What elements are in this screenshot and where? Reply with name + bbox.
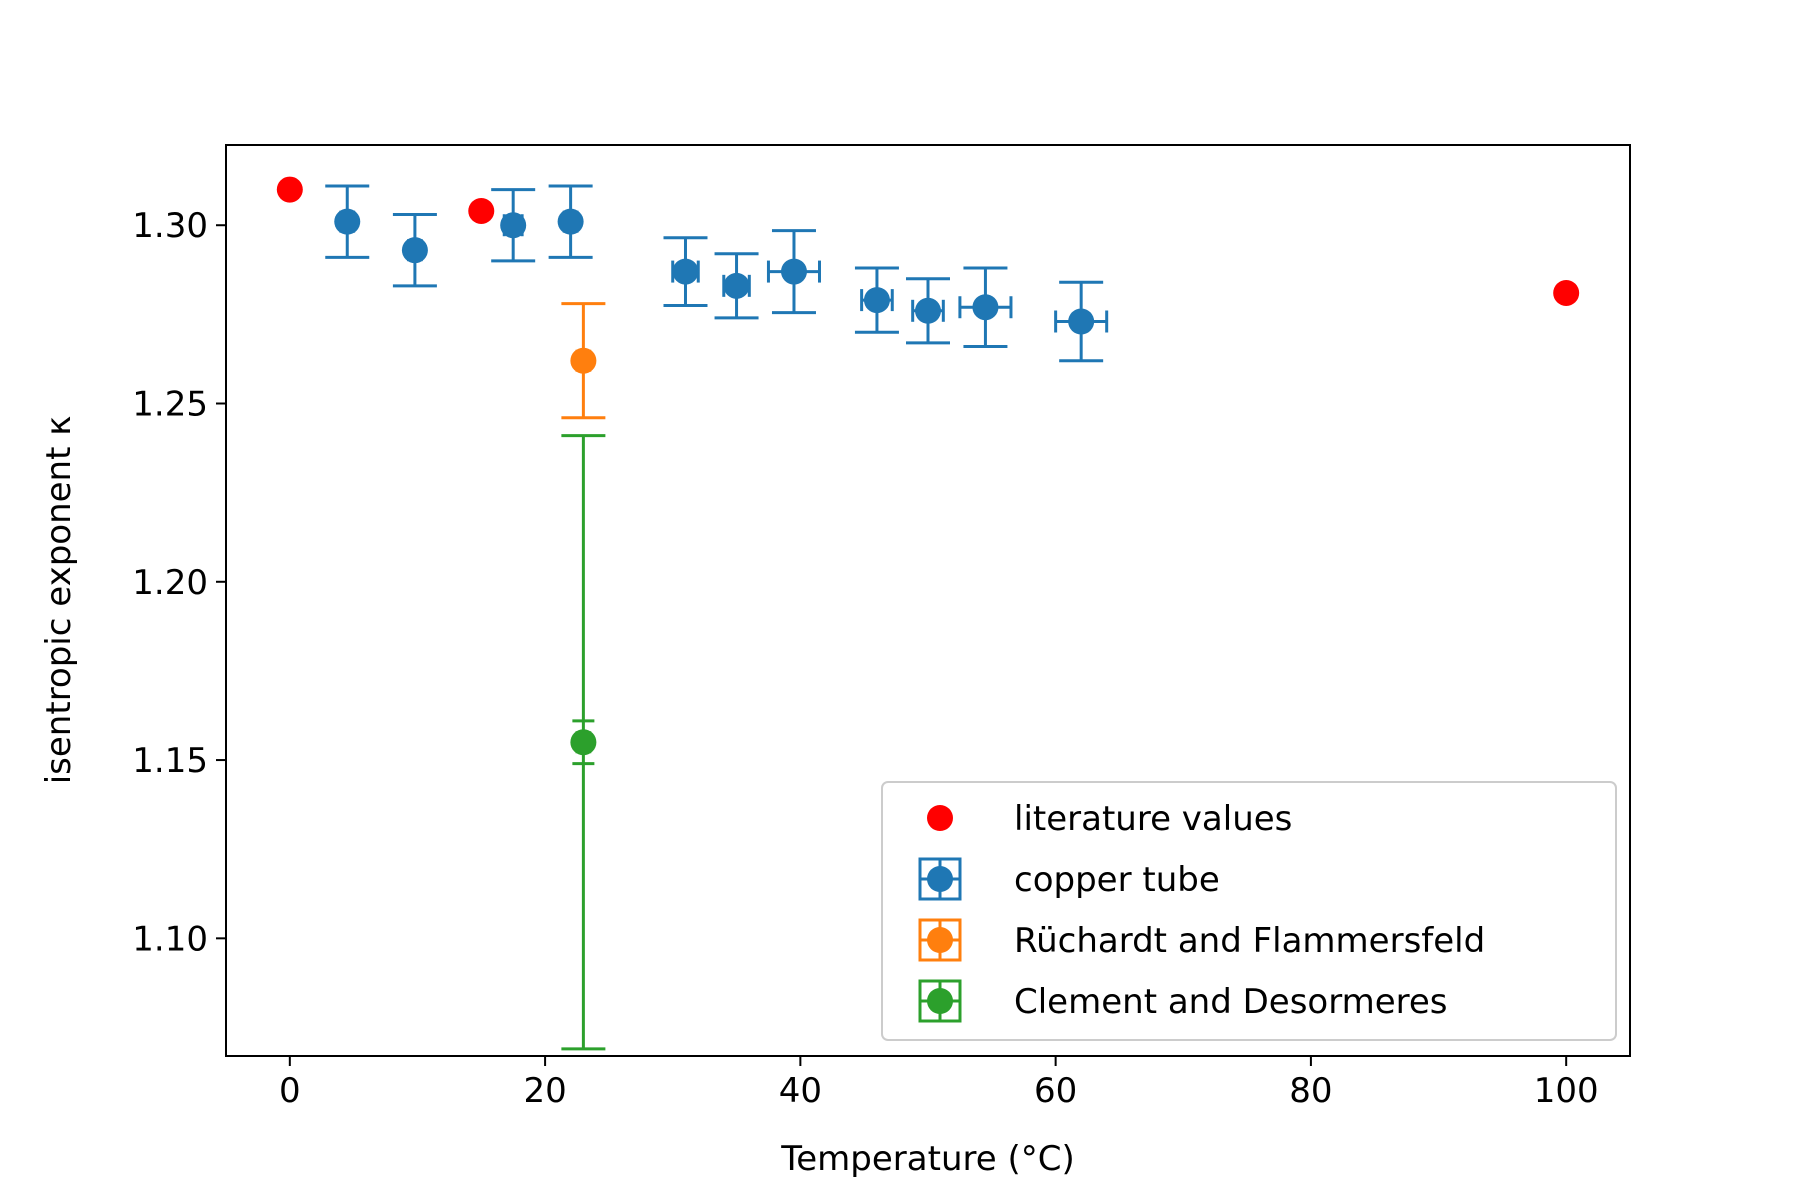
series-2 [561, 302, 606, 420]
data-point [1068, 308, 1095, 335]
data-point [972, 294, 999, 321]
data-point [500, 212, 527, 239]
data-point [570, 729, 597, 756]
x-tick-label: 0 [279, 1071, 301, 1111]
legend-box [881, 781, 1617, 1041]
legend-error-frame [918, 979, 962, 1023]
y-tick-label: 1.25 [132, 385, 208, 425]
y-tick-label: 1.20 [132, 563, 208, 603]
legend-label: copper tube [1014, 860, 1220, 900]
x-axis-label: Temperature (°C) [780, 1139, 1074, 1179]
legend-error-frame [918, 918, 962, 962]
legend-marker [927, 866, 953, 892]
y-tick-label: 1.15 [132, 741, 208, 781]
x-tick-label: 80 [1289, 1071, 1332, 1111]
data-point [1553, 279, 1580, 306]
legend-item: Clement and Desormeres [918, 979, 1448, 1023]
data-point [672, 258, 699, 285]
data-point [276, 176, 303, 203]
legend-item: literature values [927, 799, 1292, 839]
y-axis: 1.10 1.15 1.20 1.25 1.30 [132, 206, 226, 959]
legend-marker [927, 988, 953, 1014]
data-point [401, 237, 428, 264]
y-tick-label: 1.30 [132, 206, 208, 246]
legend-item: copper tube [918, 857, 1220, 901]
x-tick-label: 100 [1534, 1071, 1599, 1111]
y-axis-label: isentropic exponent κ [39, 416, 79, 785]
x-tick-label: 60 [1034, 1071, 1077, 1111]
data-point [863, 287, 890, 314]
x-tick-label: 20 [523, 1071, 566, 1111]
legend: literature values copper tube Rüchardt and… [881, 781, 1617, 1041]
x-axis: 0 20 40 60 80 100 [279, 1056, 1599, 1111]
series-1 [325, 184, 1109, 363]
legend-label: Clement and Desormeres [1014, 982, 1448, 1022]
y-tick-label: 1.10 [132, 919, 208, 959]
legend-marker [927, 927, 953, 953]
plot-marks [276, 176, 1580, 1051]
data-point [723, 272, 750, 299]
series-3 [561, 434, 606, 1051]
data-point [780, 258, 807, 285]
data-point [915, 297, 941, 324]
legend-error-frame [918, 857, 962, 901]
plot-frame [225, 144, 1631, 1057]
x-tick-label: 40 [779, 1071, 822, 1111]
data-point [334, 208, 361, 235]
data-point [557, 208, 584, 235]
data-point [468, 197, 495, 224]
data-point [570, 347, 597, 374]
series-0 [276, 176, 1580, 306]
legend-label: literature values [1014, 799, 1292, 839]
legend-label: Rüchardt and Flammersfeld [1014, 921, 1485, 961]
legend-marker [927, 805, 953, 831]
legend-item: Rüchardt and Flammersfeld [918, 918, 1485, 962]
